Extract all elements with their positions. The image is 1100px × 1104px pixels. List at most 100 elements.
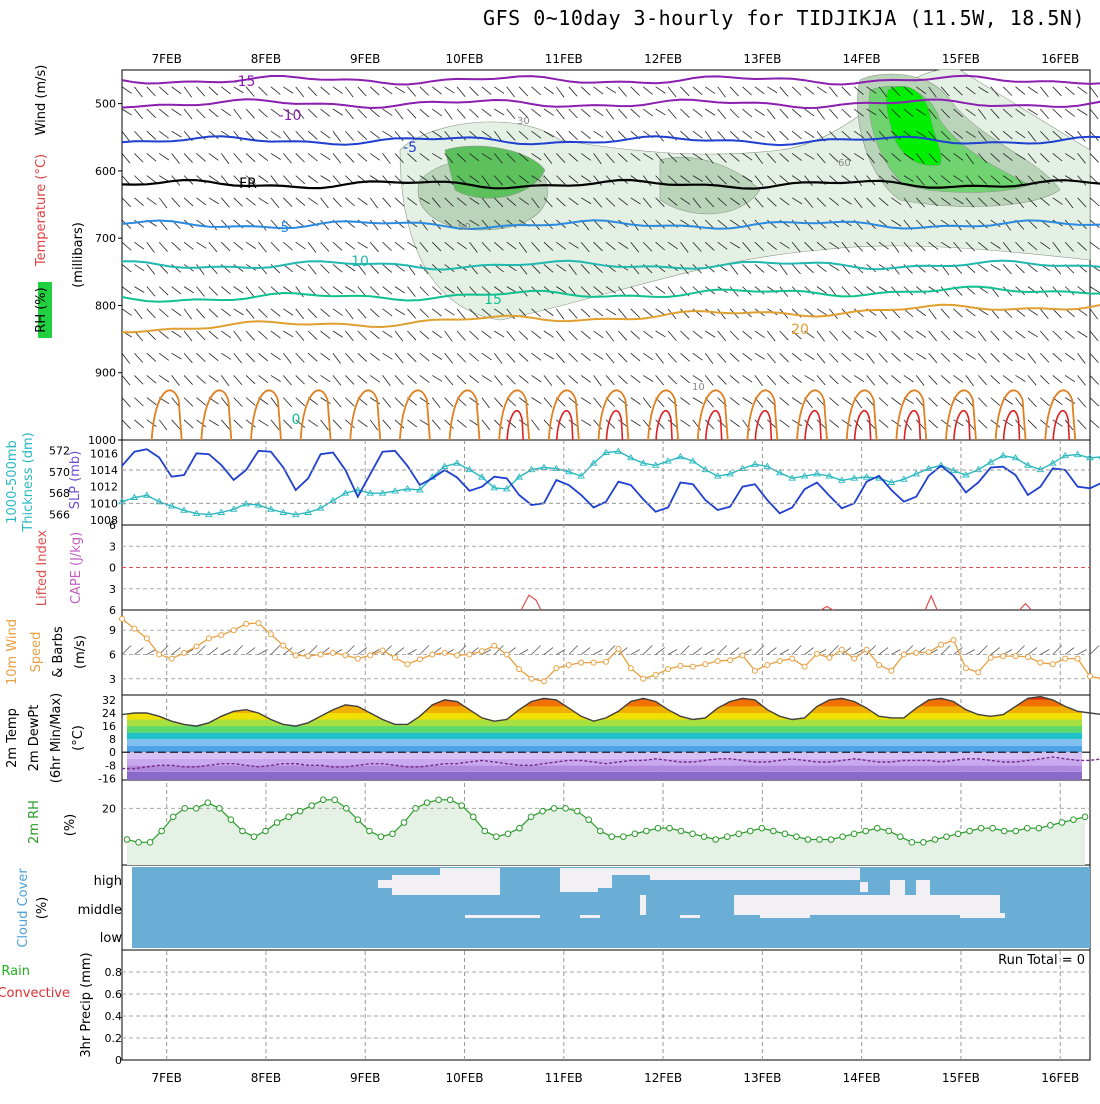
thickness-tick-label: 570 [49,466,70,479]
wind-barb [209,153,219,160]
wind-axis-title-3: & Barbs [51,626,66,678]
wind-barb [656,287,666,294]
wind-barb [1040,87,1048,97]
wind-barb [246,109,254,118]
rh-point [909,840,915,846]
wind-barb [693,309,702,317]
wind-barb [978,264,988,271]
rh-point [401,820,407,826]
wind-barb [134,109,142,119]
rh-point [586,817,592,823]
wind-barb [259,242,267,252]
minmax-axis-title: (6hr Min/Max) [49,693,64,783]
wind-barb [395,109,403,119]
wind-barb [606,331,614,341]
surface-wind-barb [730,648,739,655]
wind-barb [1090,353,1098,362]
wind-barb [854,331,863,338]
wind-barb [1003,331,1012,339]
top-date-label: 16FEB [1041,52,1079,66]
wind-barb [1040,353,1049,362]
wind-barb [196,331,205,340]
wind-barb [730,287,738,297]
wind-barb [407,109,416,118]
top-date-label: 12FEB [644,52,682,66]
wind-barb [743,375,753,382]
wind-speed-point [517,667,522,672]
wind-barb [730,131,739,139]
wind-barb [159,353,169,360]
wind-barb [891,375,900,383]
wind-barb [544,109,554,115]
rh-point [1013,828,1019,834]
cloud-clear-patch [860,882,868,892]
wind-barb [941,420,951,427]
temp-loop [251,390,281,440]
wind-barb [519,87,528,96]
wind-barb [370,375,380,382]
top-date-label: 13FEB [743,52,781,66]
wind-tick-label: 6 [109,649,116,662]
wind-barb [196,153,205,161]
wind-barb [172,353,182,359]
wind-barb [1040,331,1048,341]
wind-barb [953,353,962,360]
wind-barb [469,375,478,382]
wind-axis-title-2: Speed [29,632,44,673]
surface-wind-barb [1090,646,1099,655]
wind-barb [345,109,353,119]
wind-barb [172,153,180,163]
wind-barb [172,375,180,385]
wind-barb [321,220,329,230]
wind-barb [1053,87,1062,96]
wind-barb [159,331,168,339]
li-event [821,606,833,610]
wind-barb [941,287,949,297]
bottom-date-label: 11FEB [545,1071,583,1085]
wind-barb [333,375,341,385]
wind-barb [594,353,604,359]
rh-point [494,834,500,840]
wind-speed-point [182,650,187,655]
wind-barb [606,309,616,315]
rh-point [378,834,384,840]
wind-barb [594,131,604,137]
wind-barb [780,331,789,340]
rh-point [517,825,523,831]
wind-speed-point [529,676,534,681]
wind-barb [1003,353,1012,361]
wind-barb [134,242,144,249]
wind-barb [1090,242,1100,249]
rh-point [1048,823,1054,829]
wind-barb [953,331,962,339]
wind-barb [1090,87,1098,97]
wind-barb [420,109,429,117]
temp-loop [648,390,678,440]
rh-point [297,808,303,814]
wind-barb [991,398,1000,406]
wind-barb [829,353,838,362]
wind-barb [259,198,269,204]
wind-barb [1040,375,1049,384]
wind-speed-point [405,662,410,667]
wind-barb [767,353,775,363]
wind-speed-point [889,668,894,673]
wind-barb [829,398,838,406]
wind-barb [134,153,143,162]
surface-wind-barb [532,646,541,655]
precip-tick-label: 0.4 [105,1010,123,1023]
wind-barb [755,353,765,359]
surface-wind-barb [271,646,280,655]
wind-barb [842,87,851,96]
wind-barb [792,353,801,361]
thickness-tick-label: 568 [49,487,70,500]
wind-barb [271,353,281,360]
wind-barb [904,353,914,360]
cloud-clear-patch [960,913,1005,918]
wind-barb [234,287,244,294]
wind-speed-point [417,657,422,662]
wind-speed-point [839,647,844,652]
surface-wind-barb [234,646,243,655]
wind-speed-point [678,663,683,668]
wind-speed-point [951,637,956,642]
